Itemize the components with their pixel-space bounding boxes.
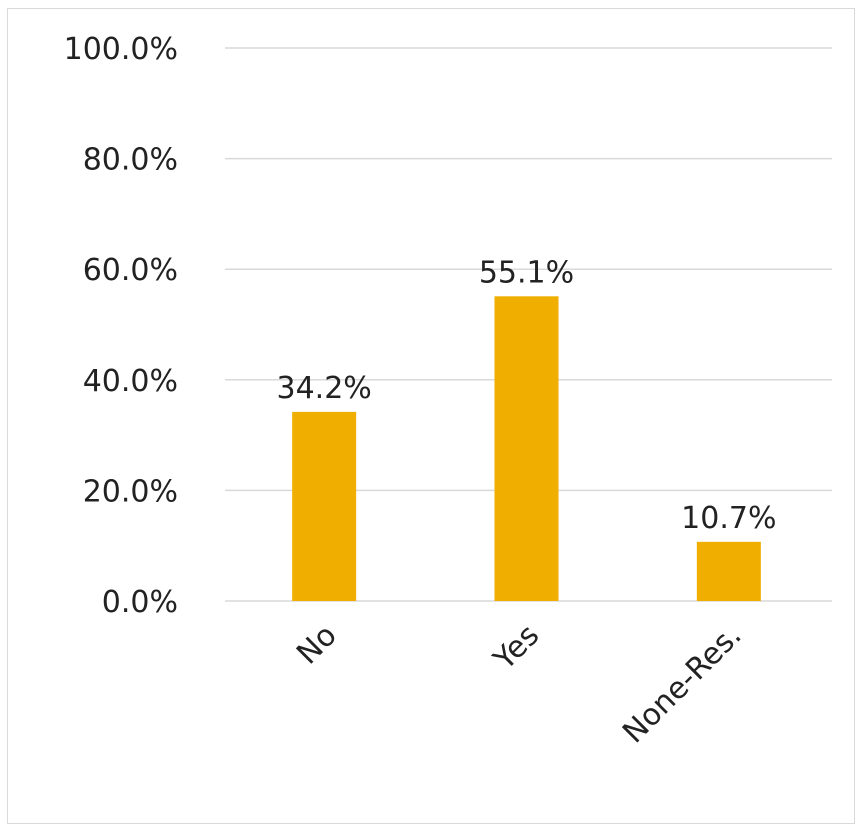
chart-frame — [7, 8, 855, 824]
y-tick-label: 0.0% — [102, 585, 178, 620]
data-label: 34.2% — [277, 371, 372, 406]
data-label: 55.1% — [479, 255, 574, 290]
x-category-label: None-Res. — [616, 618, 748, 750]
bar-yes — [494, 296, 559, 601]
y-tick-label: 100.0% — [64, 32, 178, 67]
bar-none-res — [696, 541, 761, 601]
y-axis-tick-labels: 0.0% 20.0% 40.0% 60.0% 80.0% 100.0% — [64, 32, 178, 620]
x-category-label: Yes — [486, 618, 546, 678]
x-axis-category-labels: No Yes None-Res. — [290, 618, 748, 750]
data-labels: 34.2% 55.1% 10.7% — [277, 255, 777, 536]
data-label: 10.7% — [681, 501, 776, 536]
x-category-label: No — [290, 618, 344, 672]
y-tick-label: 80.0% — [83, 143, 178, 178]
y-tick-label: 60.0% — [83, 253, 178, 288]
y-tick-label: 40.0% — [83, 364, 178, 399]
bars — [292, 296, 761, 601]
y-tick-label: 20.0% — [83, 474, 178, 509]
bar-no — [292, 411, 357, 601]
